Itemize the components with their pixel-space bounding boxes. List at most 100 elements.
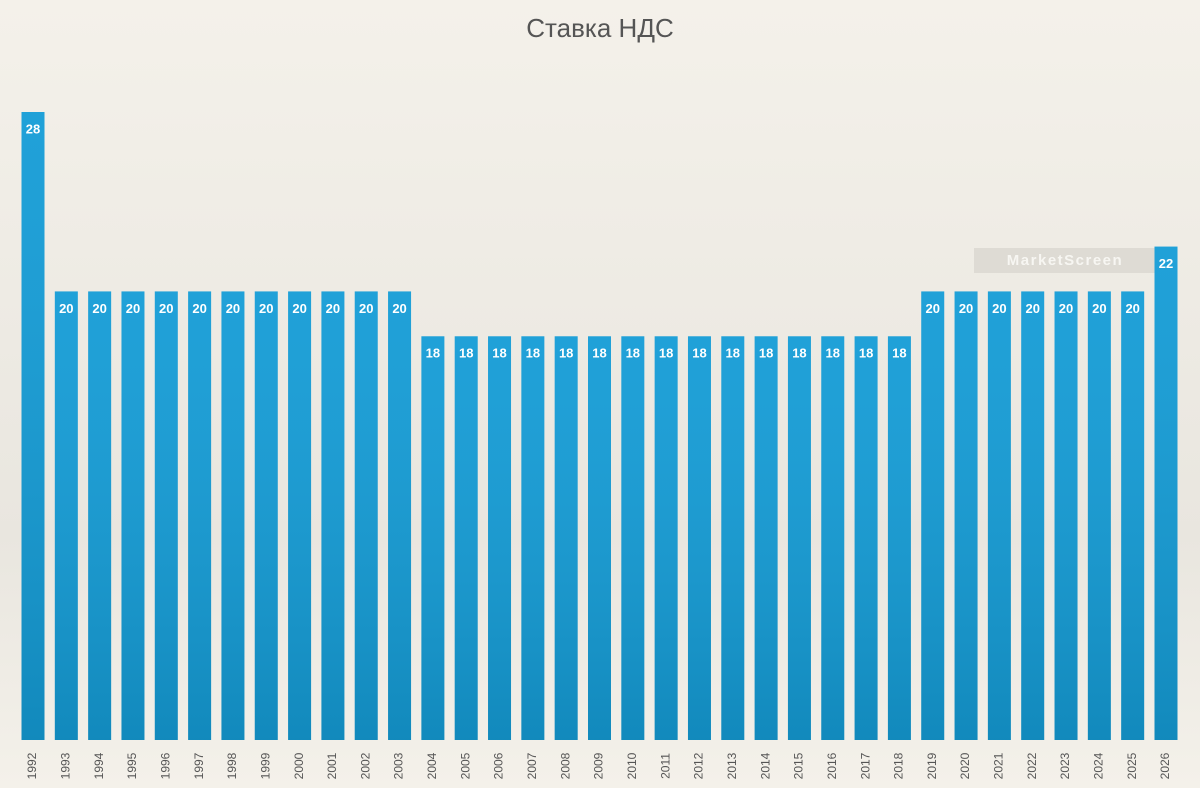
bar-shade xyxy=(554,336,578,740)
data-label: 20 xyxy=(292,301,306,316)
x-tick-label: 2012 xyxy=(692,752,706,779)
data-label: 20 xyxy=(226,301,240,316)
bar-shade xyxy=(388,291,412,740)
data-label: 20 xyxy=(359,301,373,316)
bar-shade xyxy=(354,291,378,740)
data-label: 18 xyxy=(659,346,673,361)
x-tick-label: 1995 xyxy=(125,752,139,779)
x-tick-label: 2020 xyxy=(958,752,972,779)
data-label: 20 xyxy=(1025,301,1039,316)
watermark-box xyxy=(974,248,1156,273)
bar-shade xyxy=(121,291,145,740)
x-tick-label: 2023 xyxy=(1058,752,1072,779)
x-tick-label: 1996 xyxy=(158,752,172,779)
bar-shade xyxy=(154,291,178,740)
x-tick-label: 2015 xyxy=(792,752,806,779)
data-label: 18 xyxy=(726,346,740,361)
x-tick-label: 2004 xyxy=(425,752,439,779)
bar-shade xyxy=(621,336,645,740)
x-tick-label: 1999 xyxy=(258,752,272,779)
x-tick-label: 2006 xyxy=(492,752,506,779)
bar-shade xyxy=(654,336,678,740)
data-label: 20 xyxy=(1092,301,1106,316)
data-label: 18 xyxy=(426,346,440,361)
x-tick-label: 2026 xyxy=(1158,752,1172,779)
bar-shade xyxy=(1087,291,1111,740)
x-tick-label: 2021 xyxy=(992,752,1006,779)
x-tick-label: 2014 xyxy=(758,752,772,779)
data-label: 18 xyxy=(859,346,873,361)
data-label: 20 xyxy=(992,301,1006,316)
x-tick-label: 2025 xyxy=(1125,752,1139,779)
x-tick-label: 2001 xyxy=(325,752,339,779)
x-tick-label: 2000 xyxy=(292,752,306,779)
data-label: 20 xyxy=(392,301,406,316)
data-label: 18 xyxy=(692,346,706,361)
bar-shade xyxy=(854,336,878,740)
data-label: 18 xyxy=(459,346,473,361)
x-tick-label: 2010 xyxy=(625,752,639,779)
bar-shade xyxy=(1021,291,1045,740)
bar-shade xyxy=(21,112,45,740)
bar-shade xyxy=(321,291,345,740)
bar-shade xyxy=(687,336,711,740)
x-tick-label: 2003 xyxy=(392,752,406,779)
data-label: 20 xyxy=(926,301,940,316)
data-label: 18 xyxy=(592,346,606,361)
bar-shade xyxy=(488,336,512,740)
data-label: 28 xyxy=(26,121,40,136)
bar-shade xyxy=(1054,291,1078,740)
x-tick-label: 2005 xyxy=(458,752,472,779)
data-label: 18 xyxy=(826,346,840,361)
bar-shade xyxy=(588,336,611,740)
data-label: 22 xyxy=(1159,256,1173,271)
x-tick-label: 2013 xyxy=(725,752,739,779)
bar-shade xyxy=(254,291,278,740)
data-label: 20 xyxy=(259,301,273,316)
bar-shade xyxy=(721,336,745,740)
data-label: 20 xyxy=(326,301,340,316)
watermark: MarketScreen xyxy=(1007,252,1123,269)
bar-shade xyxy=(787,336,811,740)
data-label: 20 xyxy=(192,301,206,316)
bar-shade xyxy=(921,291,945,740)
x-tick-label: 2017 xyxy=(858,752,872,779)
x-tick-label: 2019 xyxy=(925,752,939,779)
bar-shade xyxy=(454,336,478,740)
data-label: 20 xyxy=(959,301,973,316)
data-label: 20 xyxy=(1125,301,1139,316)
chart-title: Ставка НДС xyxy=(526,13,673,43)
data-label: 18 xyxy=(759,346,773,361)
bar-shade xyxy=(987,291,1011,740)
bar-shade xyxy=(421,336,445,740)
data-label: 18 xyxy=(492,346,506,361)
bar-shade xyxy=(954,291,978,740)
bar-shade xyxy=(188,291,212,740)
x-tick-label: 2007 xyxy=(525,752,539,779)
x-tick-label: 2022 xyxy=(1025,752,1039,779)
bar-shade xyxy=(288,291,312,740)
data-label: 18 xyxy=(626,346,640,361)
bar-shade xyxy=(821,336,845,740)
x-tick-label: 2018 xyxy=(892,752,906,779)
x-tick-label: 2009 xyxy=(592,752,606,779)
bar-shade xyxy=(754,336,778,740)
x-tick-label: 1997 xyxy=(192,752,206,779)
bar-shade xyxy=(88,291,112,740)
x-tick-label: 2008 xyxy=(558,752,572,779)
data-label: 18 xyxy=(892,346,906,361)
x-tick-label: 1993 xyxy=(58,752,72,779)
bar-shade xyxy=(1121,291,1145,740)
data-label: 20 xyxy=(1059,301,1073,316)
data-label: 20 xyxy=(92,301,106,316)
bar-shade xyxy=(54,291,78,740)
x-tick-label: 1998 xyxy=(225,752,239,779)
data-label: 20 xyxy=(126,301,140,316)
x-tick-label: 2024 xyxy=(1092,752,1106,779)
data-label: 18 xyxy=(526,346,540,361)
data-label: 20 xyxy=(159,301,173,316)
bar-shade xyxy=(521,336,545,740)
bar-shade xyxy=(1154,246,1178,741)
x-tick-label: 2002 xyxy=(358,752,372,779)
